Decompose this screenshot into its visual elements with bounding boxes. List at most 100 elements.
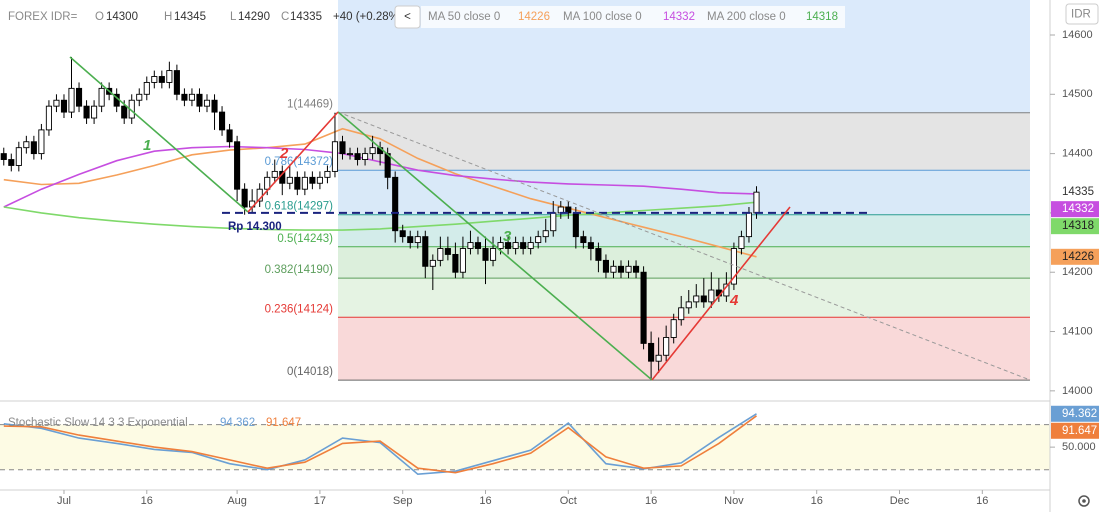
candle-body [181, 93, 188, 101]
ma-legend-name: MA 100 close 0 [563, 11, 642, 23]
candle-body [354, 153, 361, 160]
stochastic-line [3, 415, 757, 474]
candle-body [211, 99, 218, 113]
candle-body [136, 93, 143, 101]
candle-body [143, 81, 150, 95]
candle-body [512, 242, 519, 249]
ma-legend-value: 14226 [518, 11, 550, 23]
candle-body [633, 265, 640, 273]
candle-body [324, 170, 331, 178]
candle-body [670, 319, 677, 338]
candle-body [685, 301, 692, 309]
wave-label: 1 [143, 137, 151, 154]
candle-body [527, 242, 534, 249]
candle-body [392, 176, 399, 232]
y-tick-label: 14600 [1062, 29, 1093, 41]
candle-body [226, 129, 233, 143]
price-tag-label: 14226 [1062, 251, 1094, 263]
candle-body [444, 248, 451, 255]
y-tick-label: 14100 [1062, 325, 1093, 337]
candle-body [565, 206, 572, 214]
candle-body [572, 212, 579, 238]
fib-label: 0.618(14297) [265, 201, 334, 213]
y-tick-label: 14500 [1062, 88, 1093, 100]
fib-zone [338, 317, 1030, 381]
candle-body [0, 153, 7, 160]
price-tag [1051, 218, 1099, 235]
ma-legend-value: 14318 [806, 11, 838, 23]
back-button[interactable]: < [394, 5, 421, 29]
candle-body [602, 259, 609, 273]
candle-body [75, 87, 83, 107]
candle-body [655, 354, 662, 362]
price-tag-label: 14332 [1062, 203, 1094, 215]
candle-body [708, 289, 715, 303]
price-tag-label: 14335 [1062, 186, 1094, 198]
settings-icon[interactable] [1078, 495, 1090, 507]
candle-body [693, 295, 700, 303]
candle-body [369, 147, 376, 155]
settings-icon-ring[interactable] [1078, 495, 1090, 507]
candle-body [745, 212, 753, 238]
candle-body [482, 248, 489, 261]
x-tick-label: Jul [57, 495, 71, 507]
wave-line [247, 111, 339, 213]
x-tick-label: 17 [314, 495, 326, 507]
candle-body [45, 105, 52, 131]
candle-body [617, 265, 625, 273]
candle-body [8, 159, 15, 166]
close-value: 14335 [290, 11, 322, 23]
drawings: 1 2 3 4 Rp 14.300 [69, 56, 1031, 381]
low-value: 14290 [238, 11, 270, 23]
close-label: C [281, 11, 289, 23]
currency-button[interactable]: IDR [1065, 3, 1099, 25]
x-tick-label: Oct [560, 495, 577, 507]
candle-body [422, 236, 429, 267]
candle-body [648, 342, 655, 362]
x-tick-label: Nov [724, 495, 744, 507]
fib-zone [338, 214, 1030, 247]
ma-line [3, 127, 757, 258]
price-tag [1051, 405, 1099, 422]
price-tag [1051, 422, 1099, 439]
wave-line [69, 56, 249, 213]
candle-body [610, 265, 617, 273]
candle-body [151, 76, 158, 83]
y-tick-label: 50.000 [1062, 441, 1096, 453]
candle-body [38, 129, 45, 155]
wave-label: 4 [729, 292, 739, 309]
candle-body [678, 307, 685, 321]
candle-body [196, 93, 203, 107]
price-tag-label: 91.647 [1062, 425, 1097, 437]
stochastic-panel [0, 400, 1050, 476]
fib-label: 0.236(14124) [265, 303, 334, 315]
candle-body [98, 87, 105, 107]
ma-legend-name: MA 200 close 0 [707, 11, 786, 23]
trend-line [337, 111, 1031, 381]
x-tick-label: 16 [141, 495, 153, 507]
candle-body [30, 141, 37, 155]
candle-body [474, 242, 482, 249]
y-tick-label: 14000 [1062, 385, 1093, 397]
settings-icon-dot[interactable] [1082, 499, 1086, 503]
candle-body [83, 105, 90, 119]
back-button-label[interactable]: < [404, 11, 411, 23]
fib-label: 1(14469) [287, 99, 333, 111]
back-button-box[interactable] [394, 5, 421, 29]
ma-line [3, 201, 757, 231]
candle-body [497, 242, 504, 249]
x-tick-label: Dec [890, 495, 910, 507]
candle-body [234, 141, 241, 190]
candle-body [294, 176, 301, 190]
header: FOREX IDR= O 14300 H 14345 L 14290 C 143… [8, 3, 1099, 429]
candle-body [738, 236, 745, 249]
wave-line [651, 206, 791, 381]
x-tick-label: 16 [811, 495, 823, 507]
candle-body [753, 191, 760, 214]
candle-body [505, 242, 512, 249]
candle-body [407, 236, 414, 244]
currency-label[interactable]: IDR [1071, 9, 1091, 21]
x-tick-label: Sep [393, 495, 413, 507]
fib-label: 0(14018) [287, 366, 333, 378]
currency-button-box[interactable] [1065, 3, 1099, 25]
